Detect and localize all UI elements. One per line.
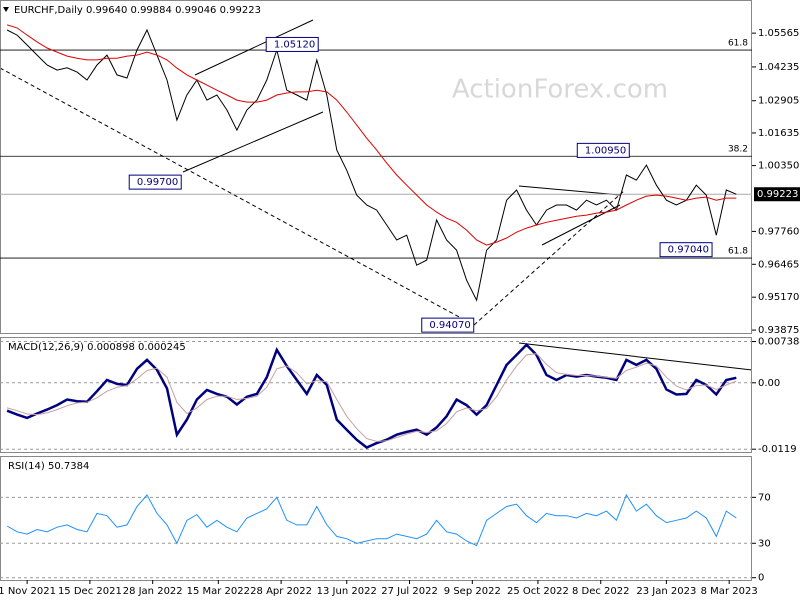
x-tick-label: 23 Jan 2023 (636, 586, 696, 597)
callout-box (265, 36, 319, 52)
y-tick-label: 1.01635 (758, 128, 799, 139)
x-tick-label: 15 Mar 2022 (187, 586, 250, 597)
fib-label: 61.8 (728, 39, 748, 49)
y-tick-label: 1.04235 (758, 62, 799, 73)
series-line (6, 493, 737, 547)
price-title: EURCHF,Daily 0.99640 0.99884 0.99046 0.9… (14, 5, 261, 16)
x-tick-label: 8 Dec 2022 (572, 586, 630, 597)
callout-label: 0.99700 (137, 177, 178, 188)
panel-icon (3, 7, 9, 12)
y-tick-label: 0.95170 (758, 292, 799, 303)
y-tick-label: 1.02905 (758, 96, 799, 107)
series-line (6, 24, 737, 246)
channel-line (194, 19, 314, 76)
macd-trendline (518, 342, 753, 371)
series-line (6, 353, 737, 442)
y-tick-label: 0 (758, 573, 764, 584)
y-tick-label: 70 (758, 492, 771, 503)
y-tick-label: 30 (758, 538, 771, 549)
y-tick-label: 1.00350 (758, 161, 799, 172)
x-tick-label: 1 Nov 2021 (0, 586, 56, 597)
trendline (0, 67, 475, 326)
callout-label: 0.97040 (668, 245, 709, 256)
panel-frame (0, 0, 752, 334)
panel-frame (0, 456, 752, 581)
channel-line (182, 111, 324, 173)
y-tick-label: 0.97760 (758, 226, 799, 237)
callout-label: 0.94070 (429, 320, 470, 331)
x-tick-label: 28 Apr 2022 (250, 586, 312, 597)
callout-label: 1.00950 (585, 145, 626, 156)
panel-frame (0, 337, 752, 453)
watermark: ActionForex.com (452, 75, 668, 105)
x-tick-label: 27 Jul 2022 (381, 586, 438, 597)
callout-box (128, 174, 182, 190)
x-tick-label: 28 Jan 2022 (123, 586, 183, 597)
last-price-label: 0.99223 (757, 189, 798, 200)
y-tick-label: 0.96465 (758, 259, 799, 270)
x-tick-label: 8 Mar 2023 (701, 586, 758, 597)
y-tick-label: 0.007384 (758, 337, 800, 348)
callout-box (659, 242, 713, 258)
series-line (6, 343, 737, 449)
y-tick-label: 0.00 (758, 378, 780, 389)
last-price-box (754, 187, 800, 202)
callout-box (576, 142, 630, 158)
x-tick-label: 13 Jun 2022 (317, 586, 377, 597)
callout-box (421, 317, 475, 333)
series-line (6, 28, 737, 302)
y-tick-label: 0.93875 (758, 325, 799, 336)
x-tick-label: 25 Oct 2022 (507, 586, 569, 597)
callout-label: 1.05120 (274, 39, 315, 50)
y-tick-label: 1.05565 (758, 28, 799, 39)
macd-title: MACD(12,26,9) 0.000898 0.000245 (8, 342, 186, 353)
y-tick-label: -0.0119 (758, 444, 797, 455)
fib-label: 38.2 (728, 145, 748, 155)
fib-label: 61.8 (728, 247, 748, 257)
x-tick-label: 9 Sep 2022 (444, 586, 501, 597)
x-tick-label: 15 Dec 2021 (58, 586, 122, 597)
triangle-line (518, 185, 621, 196)
rsi-title: RSI(14) 50.7384 (8, 461, 89, 472)
